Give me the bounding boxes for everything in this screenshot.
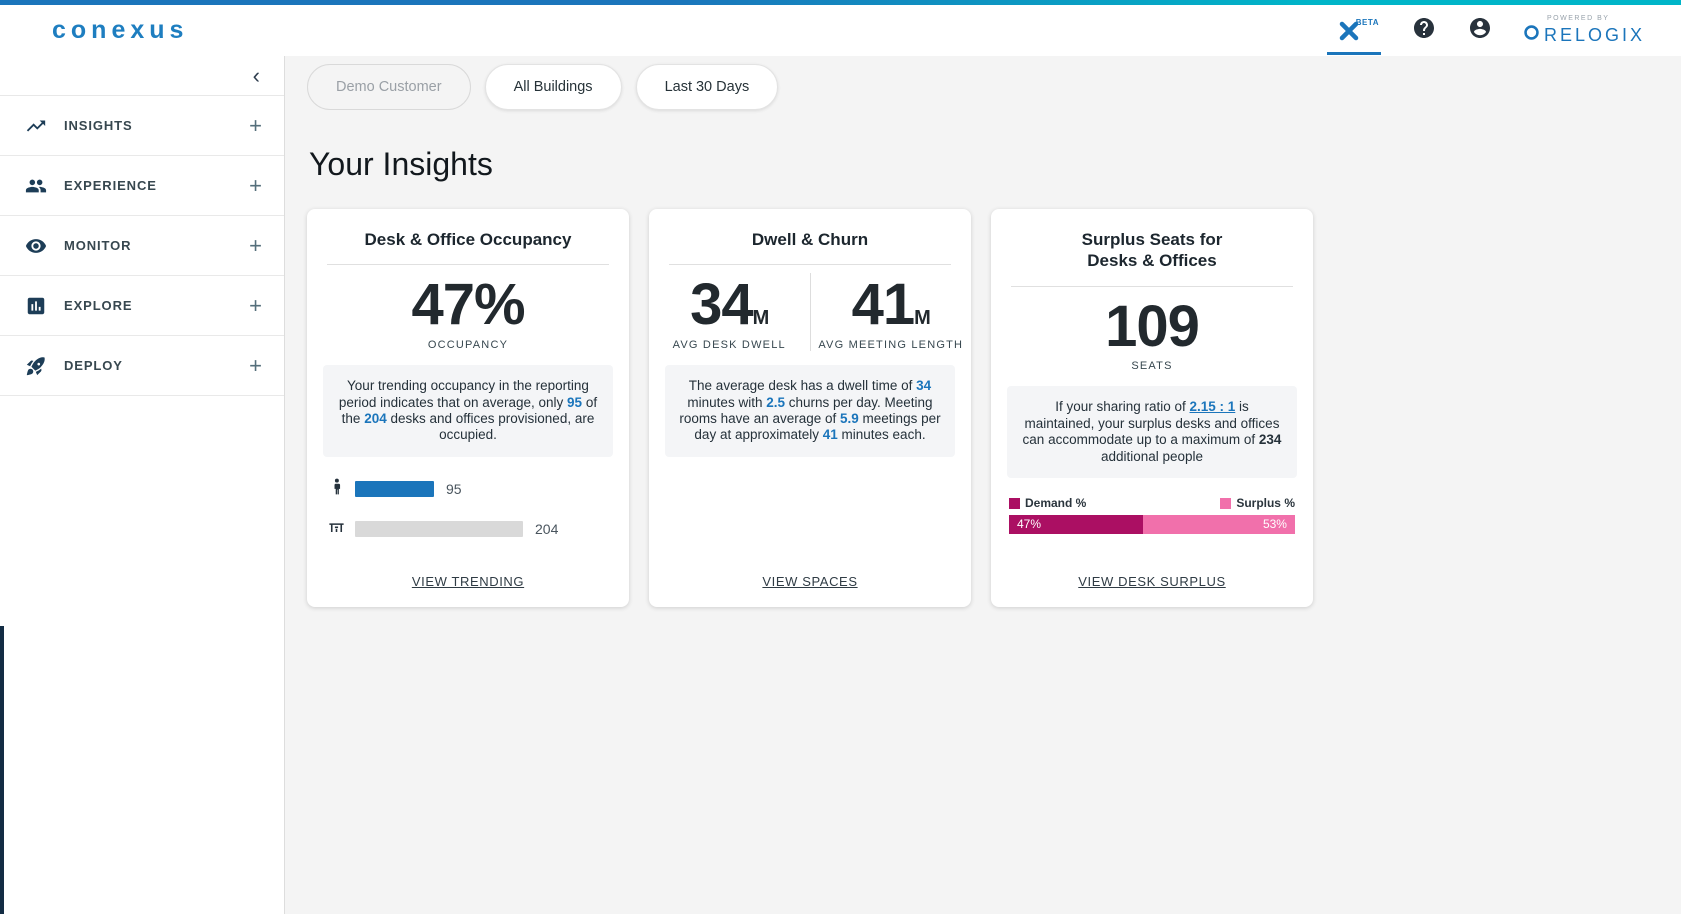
explore-chart-icon bbox=[24, 294, 48, 318]
divider bbox=[327, 264, 609, 266]
sidebar-item-monitor[interactable]: MONITOR + bbox=[0, 216, 284, 276]
occupied-row: 95 bbox=[327, 477, 609, 501]
demand-legend-swatch bbox=[1009, 497, 1020, 509]
divider bbox=[1011, 285, 1293, 287]
beta-tab[interactable]: BETA bbox=[1326, 15, 1381, 55]
sidebar-collapse-button[interactable]: ‹ bbox=[247, 63, 266, 89]
minutes-unit: M bbox=[752, 307, 770, 330]
dwell-description: The average desk has a dwell time of 34 … bbox=[665, 365, 955, 457]
sidebar: ‹ INSIGHTS + EXPERIENCE + MO bbox=[0, 56, 285, 914]
insights-icon bbox=[24, 114, 48, 138]
relogix-ring-icon bbox=[1523, 24, 1540, 46]
app-logo: conexus bbox=[52, 16, 189, 44]
powered-by-label: POWERED BY bbox=[1546, 15, 1610, 22]
sidebar-item-explore[interactable]: EXPLORE + bbox=[0, 276, 284, 336]
avg-desk-dwell-stat: 34M AVG DESK DWELL bbox=[649, 273, 811, 352]
sidebar-item-experience[interactable]: EXPERIENCE + bbox=[0, 156, 284, 216]
sidebar-item-label: DEPLOY bbox=[64, 358, 123, 373]
occupancy-description: Your trending occupancy in the reporting… bbox=[323, 365, 613, 457]
total-count: 204 bbox=[535, 520, 559, 537]
demand-legend-item: Demand % bbox=[1009, 496, 1086, 510]
surplus-description: If your sharing ratio of 2.15 : 1 is mai… bbox=[1007, 386, 1297, 479]
occupancy-stat-label: OCCUPANCY bbox=[427, 339, 509, 352]
surplus-stat-value: 109 bbox=[1105, 293, 1200, 359]
demand-surplus-bar: 47% 53% bbox=[1009, 515, 1295, 535]
surplus-legend-swatch bbox=[1220, 497, 1232, 509]
sidebar-item-label: EXPERIENCE bbox=[64, 178, 157, 193]
relogix-brand: RELOGIX bbox=[1543, 24, 1645, 45]
monitor-expand-button[interactable]: + bbox=[249, 232, 262, 258]
occupancy-card: Desk & Office Occupancy 47% OCCUPANCY Yo… bbox=[307, 209, 629, 607]
total-row: 204 bbox=[327, 517, 609, 541]
account-icon bbox=[1468, 16, 1492, 45]
main-content: Demo Customer All Buildings Last 30 Days… bbox=[285, 56, 1681, 914]
sidebar-item-label: MONITOR bbox=[64, 238, 132, 253]
beta-badge: BETA bbox=[1355, 17, 1379, 27]
x-logo-icon bbox=[1337, 19, 1371, 48]
surplus-stat-label: SEATS bbox=[1131, 360, 1173, 373]
header-actions: BETA POWERED BY RELOGIX bbox=[1326, 7, 1645, 55]
demand-bar: 47% bbox=[1009, 515, 1144, 535]
top-accent-strip bbox=[0, 0, 1681, 5]
view-desk-surplus-link[interactable]: VIEW DESK SURPLUS bbox=[1078, 574, 1226, 589]
view-trending-link[interactable]: VIEW TRENDING bbox=[411, 574, 525, 589]
occupancy-mini-chart: 95 204 bbox=[327, 477, 609, 541]
deploy-expand-button[interactable]: + bbox=[249, 352, 262, 378]
avg-meeting-length-stat: 41M AVG MEETING LENGTH bbox=[818, 272, 964, 352]
surplus-bar: 53% bbox=[1143, 515, 1295, 535]
monitor-eye-icon bbox=[24, 234, 48, 258]
sidebar-nav: INSIGHTS + EXPERIENCE + MONITOR + bbox=[0, 96, 284, 396]
sharing-ratio-link[interactable]: 2.15 : 1 bbox=[1189, 399, 1236, 415]
occupied-count: 95 bbox=[446, 480, 462, 497]
filter-date-range[interactable]: Last 30 Days bbox=[635, 64, 779, 110]
page-title: Your Insights bbox=[309, 146, 493, 182]
insights-expand-button[interactable]: + bbox=[249, 112, 262, 138]
surplus-legend-item: Surplus % bbox=[1220, 496, 1295, 510]
surplus-legend: Demand % Surplus % bbox=[1009, 496, 1295, 510]
desk-icon bbox=[327, 517, 355, 541]
divider bbox=[669, 264, 951, 266]
experience-expand-button[interactable]: + bbox=[249, 172, 262, 198]
explore-expand-button[interactable]: + bbox=[249, 292, 262, 318]
sidebar-item-label: EXPLORE bbox=[64, 298, 133, 313]
occupied-bar bbox=[355, 480, 434, 497]
experience-icon bbox=[24, 174, 48, 198]
surplus-card-title: Surplus Seats for Desks & Offices bbox=[1081, 230, 1223, 271]
help-icon bbox=[1412, 16, 1436, 45]
surplus-card: Surplus Seats for Desks & Offices 109 SE… bbox=[991, 209, 1313, 607]
deploy-rocket-icon bbox=[24, 354, 48, 378]
occupancy-stat-value: 47% bbox=[411, 272, 525, 338]
powered-by-logo: POWERED BY RELOGIX bbox=[1523, 15, 1645, 46]
total-bar bbox=[355, 520, 523, 537]
filter-bar: Demo Customer All Buildings Last 30 Days bbox=[307, 64, 1681, 110]
minutes-unit: M bbox=[914, 307, 931, 330]
filter-customer[interactable]: Demo Customer bbox=[307, 64, 471, 110]
view-spaces-link[interactable]: VIEW SPACES bbox=[762, 574, 858, 589]
account-button[interactable] bbox=[1467, 18, 1493, 44]
sidebar-item-label: INSIGHTS bbox=[64, 118, 133, 133]
left-edge-strip bbox=[0, 626, 4, 914]
insight-cards: Desk & Office Occupancy 47% OCCUPANCY Yo… bbox=[307, 209, 1681, 607]
dwell-card-title: Dwell & Churn bbox=[751, 230, 869, 249]
sidebar-item-insights[interactable]: INSIGHTS + bbox=[0, 96, 284, 156]
person-icon bbox=[327, 477, 355, 501]
app-header: conexus BETA POWERED BY bbox=[0, 5, 1681, 56]
help-button[interactable] bbox=[1411, 18, 1437, 44]
filter-buildings[interactable]: All Buildings bbox=[484, 64, 622, 110]
dwell-card: Dwell & Churn 34M AVG DESK DWELL 41M AVG… bbox=[649, 209, 971, 607]
sidebar-item-deploy[interactable]: DEPLOY + bbox=[0, 336, 284, 396]
occupancy-card-title: Desk & Office Occupancy bbox=[364, 230, 572, 249]
